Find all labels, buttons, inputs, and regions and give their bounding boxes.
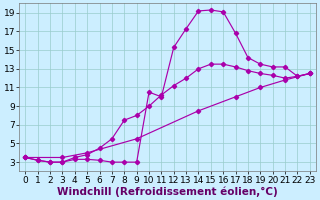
X-axis label: Windchill (Refroidissement éolien,°C): Windchill (Refroidissement éolien,°C) <box>57 186 278 197</box>
